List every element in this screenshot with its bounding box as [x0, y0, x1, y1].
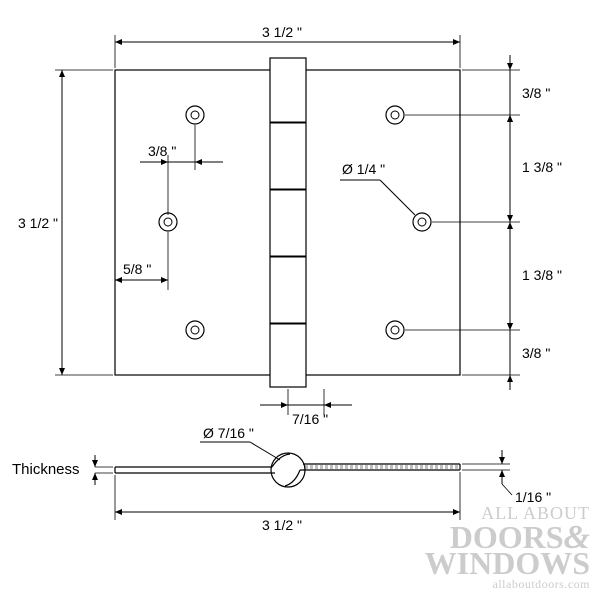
- dim-hole-offset-top: 3/8 ": [140, 125, 223, 215]
- dim-height-left: 3 1/2 ": [18, 70, 113, 375]
- technical-drawing: 3 1/2 " 3 1/2 " 3/8 " 5/8 " Ø 1/4 " 7/16: [0, 0, 600, 600]
- dim-width-top-text: 3 1/2 ": [262, 24, 302, 40]
- dim-width-bottom-text: 3 1/2 ": [262, 517, 302, 533]
- dim-half-width-text: 7/16 ": [292, 411, 328, 427]
- dim-leaf-thickness: 1/16 ": [462, 450, 551, 505]
- dim-edge-bottom-text: 3/8 ": [522, 345, 550, 361]
- hinge-side-view: [115, 453, 460, 487]
- dim-right-side: 3/8 " 1 3/8 " 1 3/8 " 3/8 ": [405, 55, 562, 390]
- dim-hole-offset-bottom: 5/8 ": [115, 232, 168, 290]
- thickness-label-text: Thickness: [12, 461, 80, 478]
- dim-thickness: Thickness: [12, 455, 113, 485]
- dim-hole-diameter: Ø 1/4 ": [340, 161, 415, 215]
- dim-hole-diameter-text: Ø 1/4 ": [342, 161, 385, 177]
- dim-middle-offset-text: 5/8 ": [123, 261, 151, 277]
- dim-spacing-2-text: 1 3/8 ": [522, 267, 562, 283]
- dim-height-left-text: 3 1/2 ": [18, 215, 58, 231]
- dim-leaf-thickness-text: 1/16 ": [515, 489, 551, 505]
- dim-barrel-diameter: Ø 7/16 ": [200, 425, 280, 460]
- dim-spacing-1-text: 1 3/8 ": [522, 159, 562, 175]
- dim-hole-offset-text: 3/8 ": [148, 143, 176, 159]
- dim-half-width: 7/16 ": [260, 389, 352, 427]
- dim-barrel-text: Ø 7/16 ": [203, 425, 254, 441]
- hinge-top-view: [115, 58, 460, 387]
- dim-edge-top-text: 3/8 ": [522, 85, 550, 101]
